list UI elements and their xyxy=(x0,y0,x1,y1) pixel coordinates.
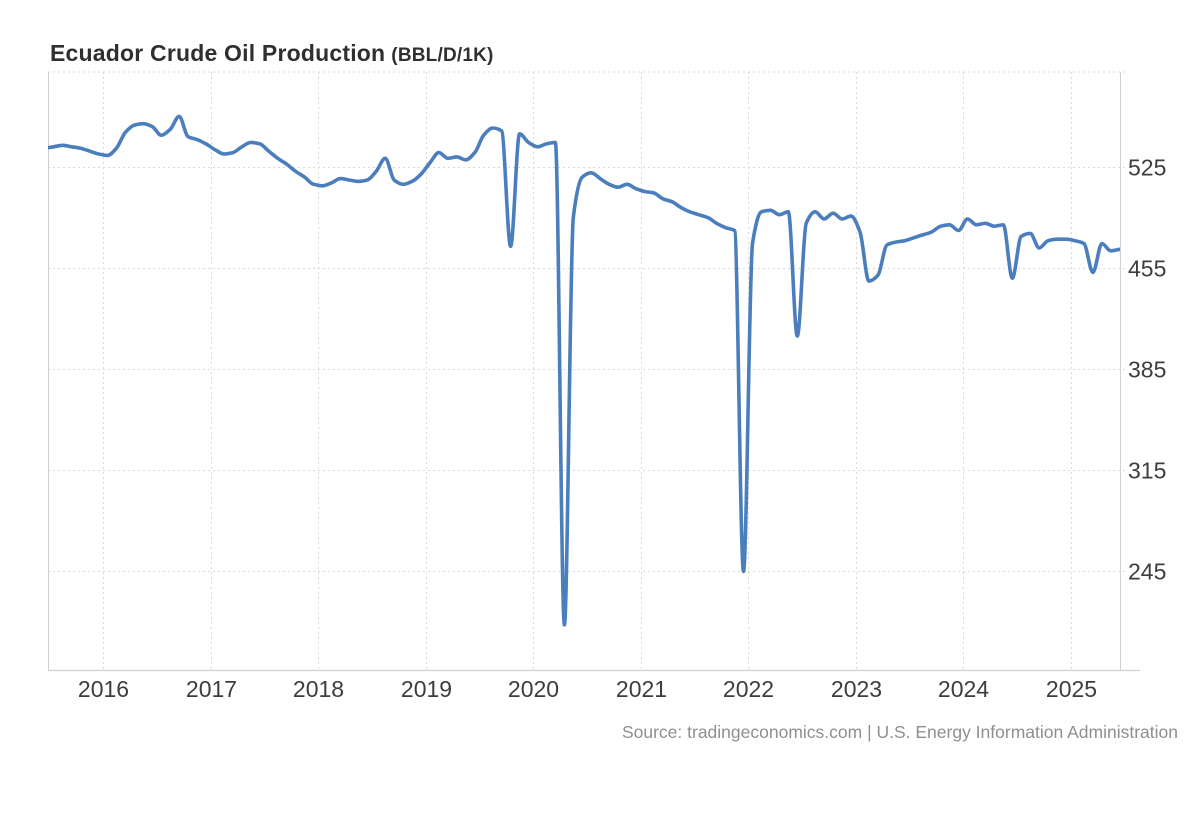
x-tick-label: 2016 xyxy=(78,676,129,702)
y-tick-label: 525 xyxy=(1128,155,1166,181)
x-tick-label: 2019 xyxy=(401,676,452,702)
x-tick-label: 2023 xyxy=(831,676,882,702)
x-tick-label: 2020 xyxy=(508,676,559,702)
y-tick-label: 245 xyxy=(1128,559,1166,585)
production-line-series xyxy=(48,114,1120,627)
source-attribution: Source: tradingeconomics.com | U.S. Ener… xyxy=(621,722,1178,742)
x-tick-label: 2017 xyxy=(186,676,237,702)
y-tick-label: 385 xyxy=(1128,357,1166,383)
x-tick-label: 2025 xyxy=(1046,676,1097,702)
chart-title-text: Ecuador Crude Oil Production xyxy=(50,40,386,66)
x-tick-label: 2018 xyxy=(293,676,344,702)
x-tick-label: 2024 xyxy=(938,676,989,702)
chart-title: Ecuador Crude Oil Production (BBL/D/1K) xyxy=(50,40,494,67)
x-tick-label: 2021 xyxy=(616,676,667,702)
chart-unit-label: (BBL/D/1K) xyxy=(391,45,494,66)
x-tick-label: 2022 xyxy=(723,676,774,702)
y-tick-label: 315 xyxy=(1128,458,1166,484)
y-tick-label: 455 xyxy=(1128,256,1166,282)
